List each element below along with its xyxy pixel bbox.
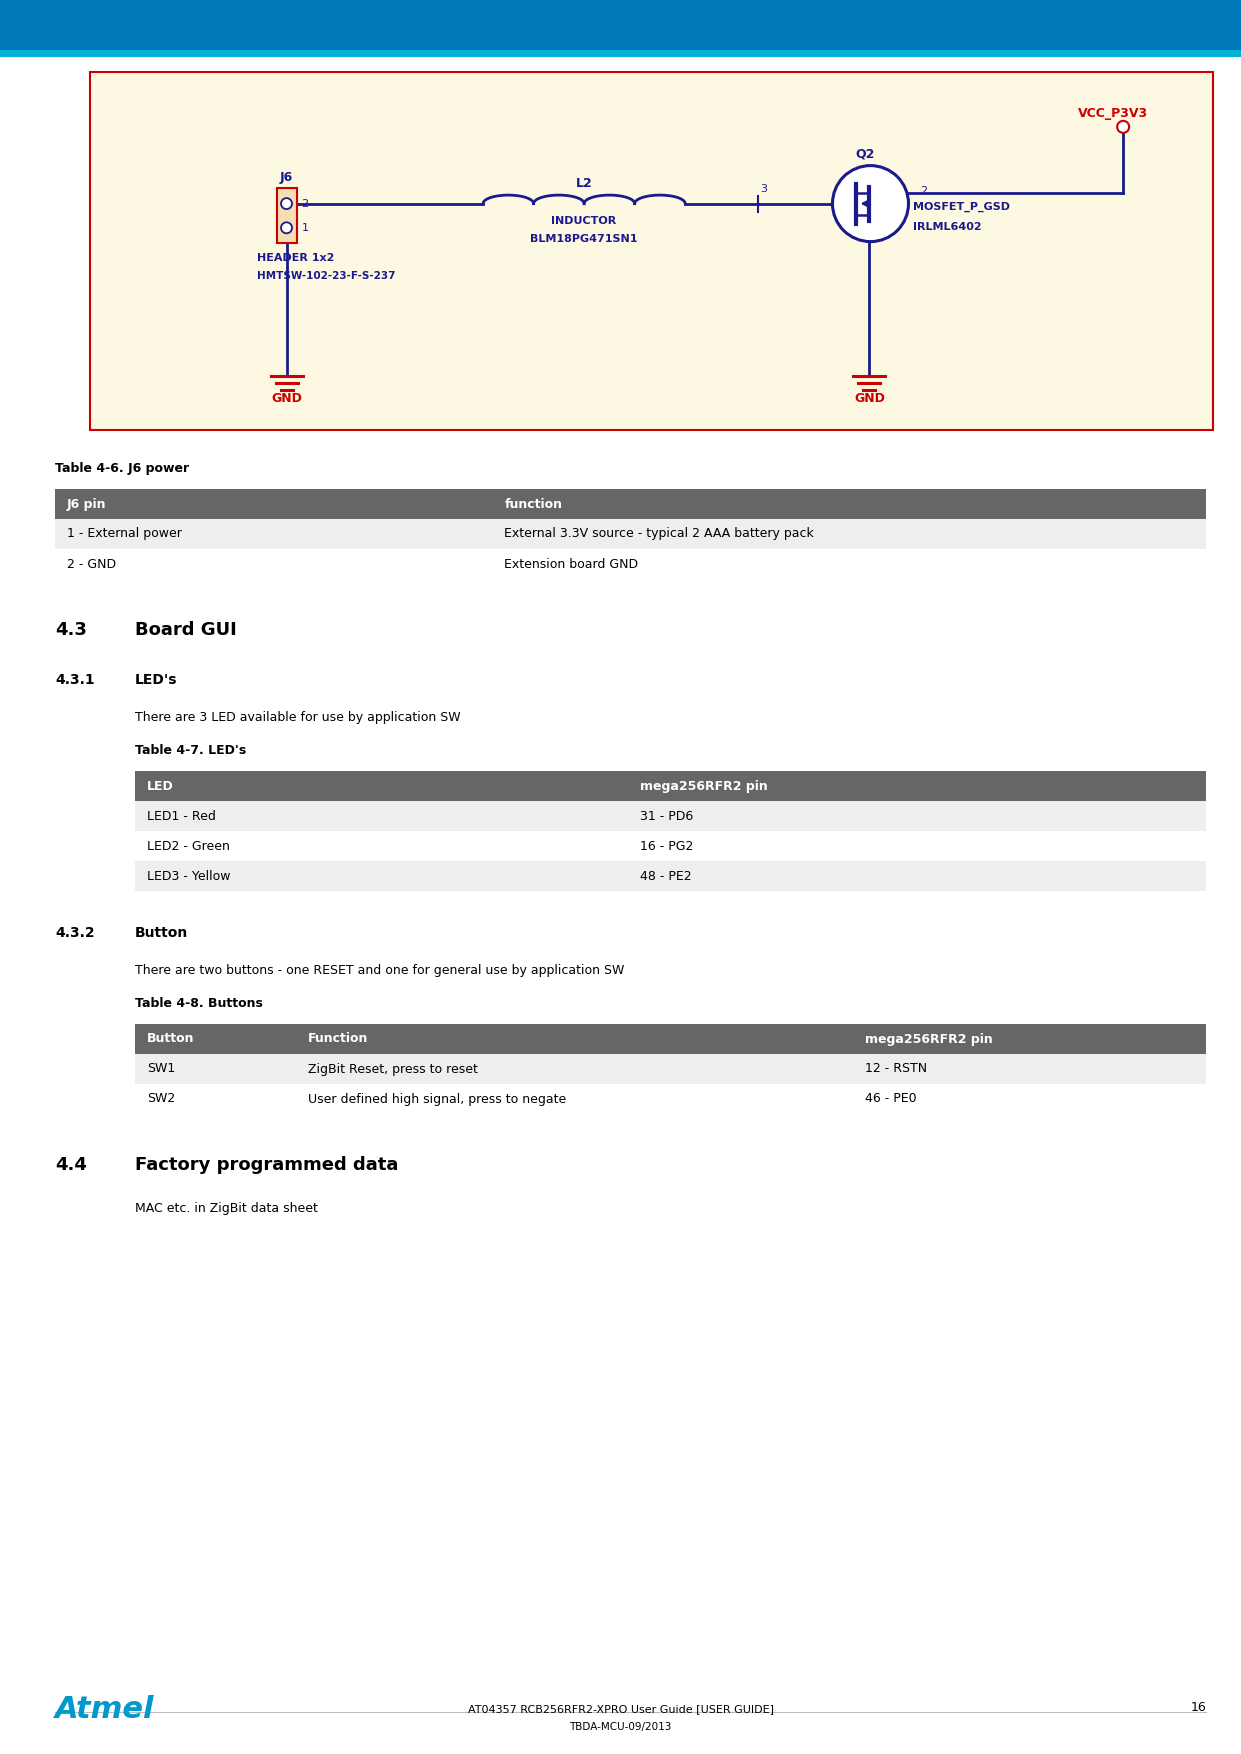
Text: HEADER 1x2: HEADER 1x2 xyxy=(257,253,334,263)
Text: SW2: SW2 xyxy=(146,1093,175,1105)
Text: Button: Button xyxy=(135,926,189,940)
Bar xyxy=(135,1054,1206,1084)
Text: 3: 3 xyxy=(761,184,767,193)
Text: User defined high signal, press to negate: User defined high signal, press to negat… xyxy=(308,1093,566,1105)
Text: LED1 - Red: LED1 - Red xyxy=(146,810,216,823)
Text: MAC etc. in ZigBit data sheet: MAC etc. in ZigBit data sheet xyxy=(135,1201,318,1216)
Bar xyxy=(135,1084,1206,1114)
Text: LED: LED xyxy=(146,779,174,793)
Text: 48 - PE2: 48 - PE2 xyxy=(639,870,691,882)
Text: LED3 - Yellow: LED3 - Yellow xyxy=(146,870,231,882)
Text: 2 - GND: 2 - GND xyxy=(67,558,117,570)
Text: function: function xyxy=(504,498,562,510)
Bar xyxy=(277,188,297,244)
Text: IRLML6402: IRLML6402 xyxy=(913,221,982,232)
Bar xyxy=(135,802,1206,831)
Text: There are two buttons - one RESET and one for general use by application SW: There are two buttons - one RESET and on… xyxy=(135,965,624,977)
Bar xyxy=(135,831,1206,861)
Text: 1: 1 xyxy=(302,223,309,233)
Text: J6: J6 xyxy=(280,172,293,184)
Text: 2: 2 xyxy=(921,186,927,196)
Text: Table 4-6. J6 power: Table 4-6. J6 power xyxy=(55,461,189,475)
Circle shape xyxy=(833,165,908,242)
Text: GND: GND xyxy=(854,393,885,405)
Text: LED's: LED's xyxy=(135,674,177,688)
Circle shape xyxy=(280,223,292,233)
Bar xyxy=(91,72,1212,430)
Circle shape xyxy=(1117,121,1129,133)
Text: Atmel: Atmel xyxy=(55,1694,154,1724)
Text: Function: Function xyxy=(308,1033,369,1045)
Text: VCC_P3V3: VCC_P3V3 xyxy=(1078,107,1148,119)
Bar xyxy=(55,489,1206,519)
Text: INDUCTOR: INDUCTOR xyxy=(551,216,617,226)
Text: AT04357 RCB256RFR2-XPRO User Guide [USER GUIDE]: AT04357 RCB256RFR2-XPRO User Guide [USER… xyxy=(468,1703,773,1714)
Text: Table 4-8. Buttons: Table 4-8. Buttons xyxy=(135,996,263,1010)
Text: Q2: Q2 xyxy=(856,147,875,161)
Bar xyxy=(55,549,1206,579)
Text: J6 pin: J6 pin xyxy=(67,498,107,510)
Bar xyxy=(55,519,1206,549)
Text: 31 - PD6: 31 - PD6 xyxy=(639,810,692,823)
Text: There are 3 LED available for use by application SW: There are 3 LED available for use by app… xyxy=(135,710,460,724)
Text: MOSFET_P_GSD: MOSFET_P_GSD xyxy=(913,202,1010,212)
Text: GND: GND xyxy=(271,393,302,405)
Text: 4.3.1: 4.3.1 xyxy=(55,674,94,688)
Text: mega256RFR2 pin: mega256RFR2 pin xyxy=(639,779,767,793)
Text: Board GUI: Board GUI xyxy=(135,621,237,638)
Bar xyxy=(135,861,1206,891)
Bar xyxy=(0,51,1241,56)
Text: 12 - RSTN: 12 - RSTN xyxy=(865,1063,927,1075)
Circle shape xyxy=(280,198,292,209)
Text: Extension board GND: Extension board GND xyxy=(504,558,639,570)
Text: BLM18PG471SN1: BLM18PG471SN1 xyxy=(530,233,638,244)
Text: SW1: SW1 xyxy=(146,1063,175,1075)
Text: 16 - PG2: 16 - PG2 xyxy=(639,840,692,852)
Bar xyxy=(0,0,1241,51)
Text: 16: 16 xyxy=(1190,1701,1206,1714)
Text: 4.3.2: 4.3.2 xyxy=(55,926,94,940)
Text: Table 4-7. LED's: Table 4-7. LED's xyxy=(135,744,246,758)
Text: ZigBit Reset, press to reset: ZigBit Reset, press to reset xyxy=(308,1063,478,1075)
Text: HMTSW-102-23-F-S-237: HMTSW-102-23-F-S-237 xyxy=(257,272,395,281)
Bar xyxy=(135,772,1206,802)
Text: TBDA-MCU-09/2013: TBDA-MCU-09/2013 xyxy=(570,1722,671,1731)
Text: Factory programmed data: Factory programmed data xyxy=(135,1156,398,1173)
Text: External 3.3V source - typical 2 AAA battery pack: External 3.3V source - typical 2 AAA bat… xyxy=(504,528,814,540)
Text: 4.3: 4.3 xyxy=(55,621,87,638)
Text: Button: Button xyxy=(146,1033,195,1045)
Text: 1 - External power: 1 - External power xyxy=(67,528,182,540)
Text: mega256RFR2 pin: mega256RFR2 pin xyxy=(865,1033,993,1045)
Text: L2: L2 xyxy=(576,177,592,189)
Text: 46 - PE0: 46 - PE0 xyxy=(865,1093,916,1105)
Text: 2: 2 xyxy=(302,198,309,209)
Text: 4.4: 4.4 xyxy=(55,1156,87,1173)
Bar xyxy=(135,1024,1206,1054)
Text: LED2 - Green: LED2 - Green xyxy=(146,840,230,852)
